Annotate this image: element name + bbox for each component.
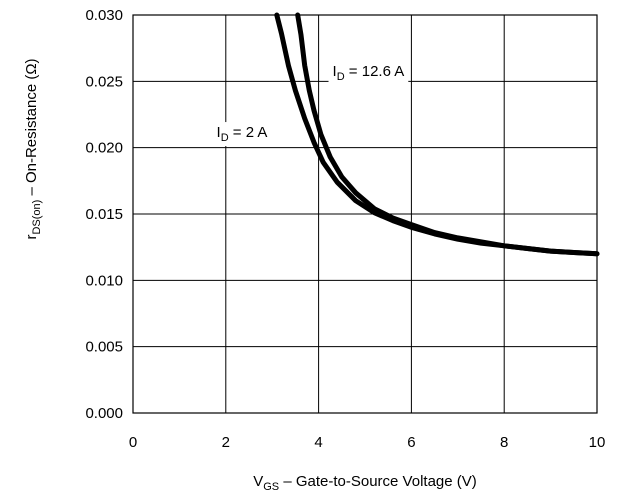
series-line-0 (274, 12, 600, 257)
x-tick-label-5: 10 (589, 434, 606, 451)
y-tick-label-4: 0.020 (85, 140, 123, 157)
series-labels: ID = 2 AID = 12.6 A (212, 61, 409, 147)
x-axis-label: VGS – Gate-to-Source Voltage (V) (253, 473, 477, 493)
series-label-sub-1: D (337, 71, 345, 83)
y-tick-label-1: 0.005 (85, 339, 123, 356)
x-tick-label-0: 0 (129, 434, 137, 451)
series-label-main-0: I (217, 124, 221, 141)
y-tick-label-3: 0.015 (85, 206, 123, 223)
y-tick-label-0: 0.000 (85, 405, 123, 422)
series-label-rest-0: = 2 A (229, 124, 268, 141)
series-label-0: ID = 2 A (212, 122, 272, 147)
series-label-sub-0: D (221, 132, 229, 144)
y-axis-label: rDS(on) – On-Resistance (Ω) (23, 58, 43, 239)
series-layer (274, 12, 600, 257)
y-tick-label-6: 0.030 (85, 7, 123, 24)
x-tick-label-3: 6 (407, 434, 415, 451)
series-label-text-0: ID = 2 A (217, 124, 268, 144)
series-label-bg-1 (328, 61, 409, 86)
series-label-bg-0 (212, 122, 272, 147)
series-line-1 (295, 12, 600, 257)
y-tick-label-5: 0.025 (85, 73, 123, 90)
series-label-text-1: ID = 12.6 A (333, 63, 405, 83)
x-tick-label-4: 8 (500, 434, 508, 451)
plot-frame (132, 14, 598, 414)
series-label-rest-1: = 12.6 A (345, 63, 405, 80)
series-label-1: ID = 12.6 A (328, 61, 409, 86)
y-tick-label-2: 0.010 (85, 272, 123, 289)
tick-labels: 0 2 4 6 8 10 0.000 0.005 0.010 0.015 0.020 0.025 0.0… (85, 7, 605, 451)
series-label-main-1: I (333, 63, 337, 80)
x-tick-label-1: 2 (222, 434, 230, 451)
x-tick-label-2: 4 (314, 434, 322, 451)
